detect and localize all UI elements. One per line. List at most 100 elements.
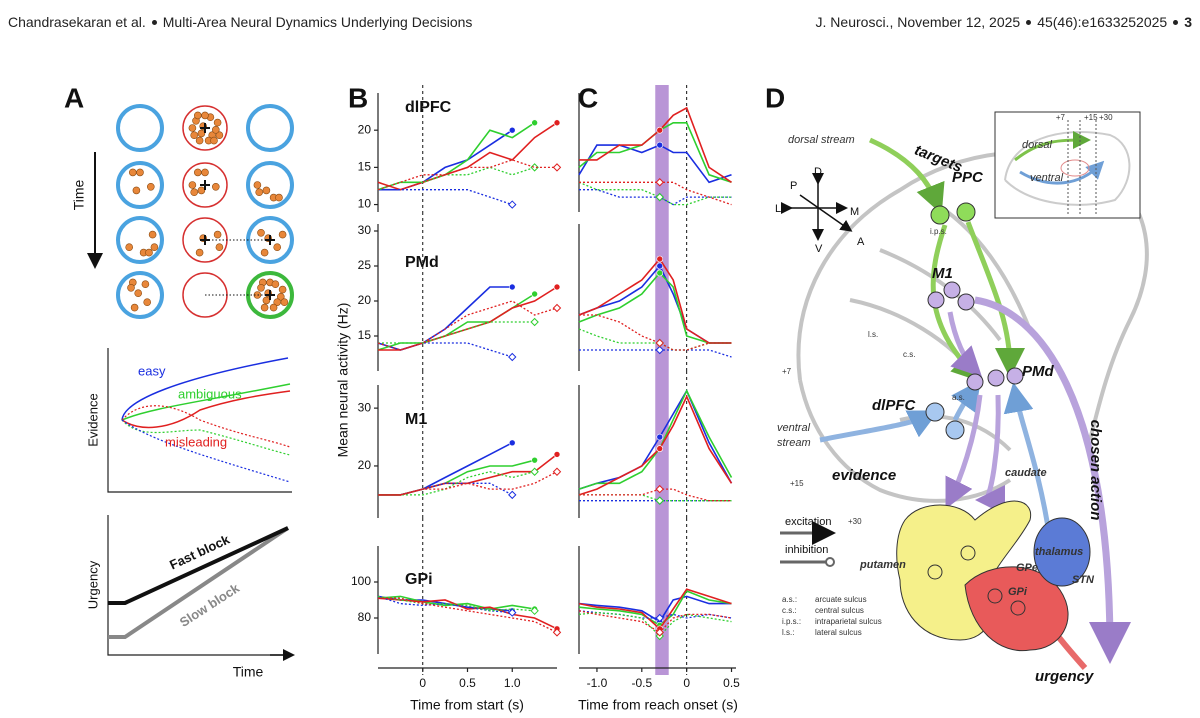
end-marker xyxy=(655,496,664,505)
end-marker xyxy=(553,451,561,458)
gpe-label: GPe xyxy=(1016,562,1038,574)
end-marker xyxy=(552,163,562,172)
series-line xyxy=(578,271,732,344)
token xyxy=(213,118,222,127)
area-nodes xyxy=(925,202,1024,440)
token xyxy=(147,183,155,191)
stimulus-ring xyxy=(116,104,164,152)
x-tick-label: 0 xyxy=(419,676,426,690)
series-line xyxy=(378,471,535,496)
x-axis-label: Time from start (s) xyxy=(410,697,524,713)
end-marker xyxy=(655,484,664,494)
end-marker xyxy=(552,628,562,637)
reach-window xyxy=(655,212,669,371)
end-marker xyxy=(656,126,664,134)
stimulus-ring xyxy=(116,216,164,264)
pmd-label: PMd xyxy=(1022,363,1055,380)
token xyxy=(132,186,141,195)
authors: Chandrasekaran et al. xyxy=(8,14,146,30)
compass-label: P xyxy=(790,180,797,192)
inhibition-label: inhibition xyxy=(785,544,828,556)
thalamus-label: thalamus xyxy=(1035,546,1083,558)
end-marker xyxy=(530,467,539,476)
depth-label: +30 xyxy=(848,517,862,526)
legend-key: c.s.: xyxy=(782,606,797,615)
series-line xyxy=(377,597,558,630)
token xyxy=(188,181,197,189)
series-line xyxy=(378,453,558,496)
end-marker xyxy=(656,262,664,270)
token xyxy=(190,131,198,139)
stn-label: STN xyxy=(1072,574,1095,586)
series-line xyxy=(579,494,732,502)
easy-dotted xyxy=(121,419,291,483)
end-marker xyxy=(530,606,539,616)
token xyxy=(148,230,157,239)
dorsal-stream-label: dorsal stream xyxy=(788,134,855,146)
dlpfc-label: dlPFC xyxy=(872,397,916,414)
token xyxy=(260,248,269,257)
fixation-cross xyxy=(200,180,210,190)
x-tick-label: 1.0 xyxy=(504,676,521,690)
end-marker xyxy=(656,433,664,441)
end-marker xyxy=(508,126,516,134)
citation: 45(46):e1633252025 xyxy=(1037,14,1168,30)
end-marker xyxy=(553,283,561,291)
gpi-label: GPi xyxy=(1008,586,1028,598)
series-line xyxy=(377,122,536,191)
end-marker xyxy=(656,141,664,149)
end-marker xyxy=(655,613,664,623)
x-tick-label: 0.5 xyxy=(723,676,740,690)
token xyxy=(134,289,142,298)
x-tick-label: 0 xyxy=(683,676,690,690)
evidence-y-label: Evidence xyxy=(85,393,100,446)
end-marker xyxy=(531,119,538,127)
sulcus-label: i.p.s. xyxy=(930,227,947,236)
end-marker xyxy=(553,119,561,127)
chart-title: M1 xyxy=(405,411,427,428)
series-line xyxy=(578,144,732,184)
excitation-label: excitation xyxy=(785,516,831,528)
chart-title: GPi xyxy=(405,571,433,588)
end-marker xyxy=(530,317,539,327)
end-marker xyxy=(655,628,664,637)
token xyxy=(213,230,222,239)
reach-window xyxy=(655,518,669,675)
token xyxy=(215,243,224,251)
ventral-stream-label: stream xyxy=(777,437,811,449)
series-line xyxy=(377,300,558,351)
easy-label: easy xyxy=(138,363,166,378)
end-marker xyxy=(655,192,664,202)
token xyxy=(257,283,265,292)
series-line xyxy=(377,286,513,351)
token xyxy=(195,136,204,145)
token xyxy=(190,188,198,196)
panel-label: D xyxy=(765,82,785,113)
legend-arrows xyxy=(780,521,836,567)
stimulus-ring xyxy=(116,161,164,209)
end-marker xyxy=(508,200,517,209)
x-tick-label: -1.0 xyxy=(587,676,608,690)
end-marker xyxy=(656,269,664,277)
token xyxy=(253,291,262,299)
compass-label: A xyxy=(857,236,865,248)
page-number: 3 xyxy=(1184,14,1192,30)
urgency-label: urgency xyxy=(1035,668,1094,685)
legend-text: arcuate sulcus xyxy=(815,595,867,604)
misleading-dotted xyxy=(121,405,291,448)
series-line xyxy=(378,189,513,206)
urgency-axes xyxy=(107,515,288,656)
inset-depth: +15 xyxy=(1084,113,1098,122)
token xyxy=(130,303,139,312)
series-line xyxy=(378,482,513,496)
token xyxy=(194,168,202,177)
ambiguous-curve xyxy=(121,383,291,421)
token xyxy=(262,296,271,305)
series-line xyxy=(377,166,535,191)
token xyxy=(136,168,144,177)
y-tick-label: 10 xyxy=(358,197,372,211)
token xyxy=(212,126,220,134)
end-marker xyxy=(508,608,517,617)
